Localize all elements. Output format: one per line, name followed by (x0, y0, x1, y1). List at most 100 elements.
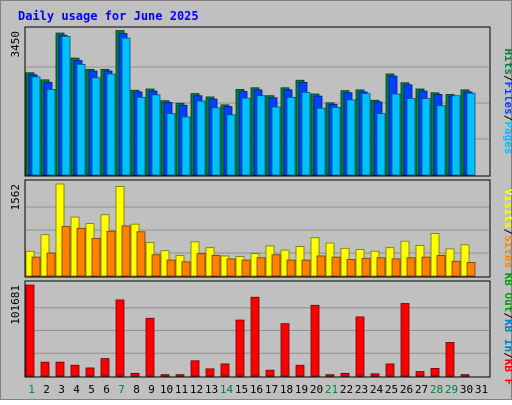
bar-hits-pages-day-5 (91, 77, 101, 176)
bar-visits-sites-day-7 (121, 225, 131, 277)
bar-visits-sites-day-6 (106, 230, 116, 277)
bar-kbytes-kb-f-day-16 (250, 296, 260, 377)
bar-hits-pages-day-28 (436, 105, 446, 176)
bar-visits-sites-day-18 (286, 259, 296, 277)
x-tick-label-day-4: 4 (73, 383, 80, 396)
x-tick-label-day-7: 7 (118, 383, 125, 396)
x-tick-label-day-12: 12 (190, 383, 203, 396)
legend-separator: / (502, 229, 512, 236)
bar-hits-pages-day-26 (406, 98, 416, 176)
bar-hits-pages-day-16 (256, 95, 266, 176)
bar-visits-sites-day-5 (91, 237, 101, 277)
bar-visits-sites-day-16 (256, 257, 266, 277)
bar-kbytes-kb-f-day-17 (265, 369, 275, 377)
legend-separator: / (502, 115, 512, 122)
bar-kbytes-kb-f-day-19 (295, 364, 305, 377)
x-tick-label-day-21: 21 (325, 383, 338, 396)
bar-hits-pages-day-2 (46, 89, 56, 176)
x-tick-label-day-24: 24 (370, 383, 384, 396)
x-tick-label-day-30: 30 (460, 383, 473, 396)
bar-hits-pages-day-7 (121, 37, 131, 176)
bar-hits-pages-day-27 (421, 98, 431, 176)
x-tick-label-day-13: 13 (205, 383, 218, 396)
bar-visits-sites-day-21 (331, 256, 341, 277)
bar-hits-pages-day-14 (226, 114, 236, 176)
bar-kbytes-kb-f-day-25 (385, 363, 395, 377)
chart-title: Daily usage for June 2025 (18, 9, 199, 23)
bar-hits-pages-day-18 (286, 96, 296, 176)
legend-separator: / (502, 312, 512, 319)
panel-kbytes-max-label: 101681 (9, 285, 22, 325)
x-tick-label-day-1: 1 (28, 383, 35, 396)
x-tick-label-day-16: 16 (250, 383, 263, 396)
bar-visits-sites-day-25 (391, 258, 401, 277)
bar-kbytes-kb-f-day-26 (400, 303, 410, 377)
bar-hits-pages-day-23 (361, 93, 371, 176)
bar-kbytes-kb-f-day-13 (205, 368, 215, 377)
bar-hits-pages-day-12 (196, 100, 206, 176)
legend-kb-in: KB In (502, 319, 512, 352)
x-tick-label-day-9: 9 (148, 383, 155, 396)
x-tick-label-day-2: 2 (43, 383, 50, 396)
bar-hits-pages-day-4 (76, 63, 86, 176)
x-tick-label-day-31: 31 (475, 383, 488, 396)
legend-kb-out: KB Out (502, 273, 512, 313)
legend-kb-f: KB F (502, 359, 512, 386)
bar-visits-sites-day-12 (196, 253, 206, 277)
bar-visits-sites-day-11 (181, 261, 191, 277)
bar-hits-pages-day-19 (301, 91, 311, 176)
bar-hits-pages-day-6 (106, 73, 116, 176)
bar-kbytes-kb-f-day-15 (235, 319, 245, 377)
panel-hits-legend: Hits/Files/Pages (502, 49, 512, 155)
bar-hits-pages-day-24 (376, 113, 386, 176)
bar-kbytes-kb-f-day-30 (460, 374, 470, 377)
x-tick-label-day-17: 17 (265, 383, 278, 396)
bar-kbytes-kb-f-day-3 (55, 361, 65, 377)
bar-hits-pages-day-11 (181, 116, 191, 176)
bar-hits-pages-day-22 (346, 99, 356, 176)
bar-hits-pages-day-20 (316, 107, 326, 176)
x-tick-label-day-27: 27 (415, 383, 428, 396)
bar-visits-sites-day-28 (436, 254, 446, 277)
panel-visits: 1562 Visits/Sites (9, 179, 512, 278)
legend-hits: Hits (502, 49, 512, 76)
chart-panels: 3450Hits/Files/Pages1562Visits/Sites1016… (9, 26, 512, 386)
bar-hits-pages-day-8 (136, 96, 146, 176)
panel-kbytes-legend: KB Out/KB In/KB F (502, 273, 512, 386)
bar-visits-sites-day-23 (361, 257, 371, 277)
bar-visits-sites-day-1 (31, 256, 41, 277)
bar-visits-sites-day-22 (346, 259, 356, 277)
bar-kbytes-kb-f-day-22 (340, 372, 350, 377)
bar-kbytes-kb-f-day-12 (190, 360, 200, 377)
bar-kbytes-kb-f-day-9 (145, 317, 155, 377)
bar-hits-pages-day-3 (61, 36, 71, 176)
x-tick-label-day-22: 22 (340, 383, 353, 396)
legend-separator: / (502, 352, 512, 359)
legend-pages: Pages (502, 121, 512, 154)
bar-hits-pages-day-1 (31, 76, 41, 176)
x-tick-label-day-14: 14 (220, 383, 234, 396)
bar-visits-sites-day-14 (226, 258, 236, 277)
x-tick-label-day-5: 5 (88, 383, 95, 396)
bar-visits-sites-day-15 (241, 259, 251, 277)
bar-kbytes-kb-f-day-18 (280, 323, 290, 377)
x-tick-label-day-23: 23 (355, 383, 368, 396)
bar-hits-pages-day-13 (211, 107, 221, 176)
bar-kbytes-kb-f-day-28 (430, 367, 440, 377)
legend-visits: Visits (502, 189, 512, 229)
x-tick-label-day-11: 11 (175, 383, 188, 396)
panel-visits-legend: Visits/Sites (502, 189, 512, 269)
x-tick-label-day-15: 15 (235, 383, 248, 396)
legend-sites: Sites (502, 235, 512, 268)
bar-hits-pages-day-21 (331, 106, 341, 176)
bar-visits-sites-day-9 (151, 254, 161, 277)
bar-visits-sites-day-17 (271, 254, 281, 277)
x-tick-label-day-8: 8 (133, 383, 140, 396)
bar-visits-visits-day-28 (430, 233, 440, 277)
bar-hits-pages-day-17 (271, 106, 281, 176)
bar-hits-pages-day-9 (151, 94, 161, 176)
